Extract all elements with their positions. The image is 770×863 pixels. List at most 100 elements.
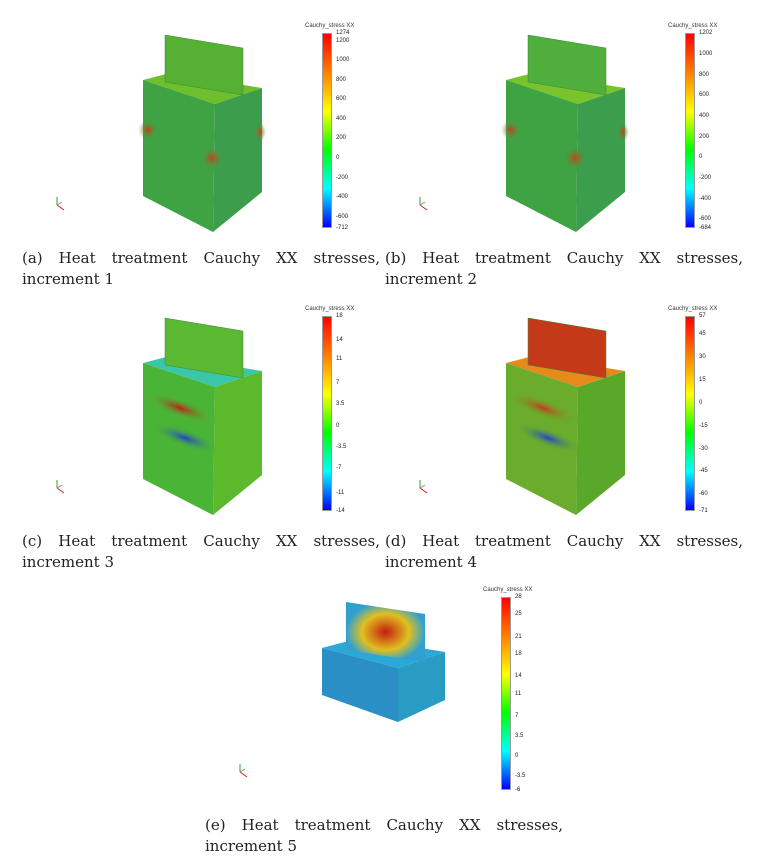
vertical-plate — [527, 34, 607, 96]
vertical-plate — [527, 317, 607, 379]
colorbar-tick-label: -45 — [699, 468, 708, 475]
colorbar-title: Cauchy_stress XX — [668, 23, 718, 29]
colorbar-tick-label: 200 — [336, 135, 347, 142]
colorbar — [501, 597, 511, 790]
colorbar-tick-label: 45 — [699, 331, 706, 338]
side-face — [398, 652, 445, 722]
colorbar-tick-label: -11 — [336, 489, 345, 496]
side-face — [213, 371, 262, 515]
colorbar-tick-label: 18 — [336, 313, 343, 319]
colorbar-title: Cauchy_stress XX — [668, 306, 718, 312]
hot-spot — [501, 120, 521, 140]
colorbar-tick-label: 25 — [515, 611, 522, 618]
caption-line: increment 4 — [385, 553, 478, 571]
colorbar-tick-label: -71 — [699, 508, 708, 514]
caption-line: increment 2 — [385, 270, 478, 288]
x-axis-line — [419, 487, 428, 494]
colorbar-tick-label: 3.5 — [515, 733, 524, 740]
hot-spot — [146, 393, 214, 423]
colorbar-tick-label: 28 — [515, 594, 522, 600]
colorbar — [685, 316, 695, 511]
colorbar-tick-label: 200 — [699, 133, 710, 140]
z-axis-line — [419, 201, 426, 206]
hot-spot — [509, 393, 577, 423]
z-axis-line — [419, 484, 426, 489]
x-axis-line — [239, 771, 248, 778]
front-face — [143, 80, 215, 232]
block-model — [138, 34, 266, 232]
colorbar-tick-label: -6 — [515, 787, 521, 793]
colorbar-tick-label: 0 — [699, 154, 703, 161]
colorbar-tick-label: -3.5 — [515, 772, 526, 779]
subfigure-caption: (a) Heat treatment Cauchy XX stresses, in… — [22, 248, 380, 290]
colorbar-tick-label: -7 — [336, 465, 342, 472]
colorbar-tick-label: -712 — [336, 225, 349, 231]
subfigure-caption: (c) Heat treatment Cauchy XX stresses, in… — [22, 531, 380, 573]
fem-render — [56, 34, 266, 232]
colorbar-tick-label: -600 — [699, 216, 712, 223]
z-axis-line — [239, 768, 246, 773]
caption-line: increment 5 — [205, 837, 298, 855]
colorbar-tick-label: -200 — [699, 174, 712, 181]
colorbar-tick-label: 11 — [515, 690, 522, 697]
hot-spot — [254, 122, 266, 142]
block-model — [322, 602, 445, 722]
colorbar-tick-label: 600 — [336, 96, 347, 103]
x-axis-line — [56, 487, 65, 494]
colorbar-tick-label: 800 — [699, 71, 710, 78]
colorbar-tick-label: 400 — [336, 115, 347, 122]
colorbar-tick-label: 18 — [515, 650, 522, 657]
colorbar-title: Cauchy_stress XX — [305, 306, 355, 312]
colorbar-tick-label: 1000 — [336, 56, 350, 63]
z-axis-line — [56, 484, 63, 489]
colorbar-tick-label: -30 — [699, 445, 708, 452]
colorbar-tick-label: 14 — [336, 337, 343, 344]
side-face — [576, 88, 625, 232]
cold-spot — [514, 423, 582, 453]
subfigure-caption: (b) Heat treatment Cauchy XX stresses, in… — [385, 248, 743, 290]
z-axis-line — [56, 201, 63, 206]
subfigure-caption: (e) Heat treatment Cauchy XX stresses, in… — [205, 815, 563, 857]
colorbar-tick-label: 0 — [515, 752, 519, 759]
vertical-plate — [164, 34, 244, 96]
colorbar-tick-label: 57 — [699, 313, 706, 319]
front-face — [322, 648, 398, 722]
caption-line: increment 3 — [22, 553, 115, 571]
block-model — [143, 317, 262, 515]
colorbar-title: Cauchy_stress XX — [483, 587, 533, 593]
colorbar-tick-label: -200 — [336, 174, 349, 181]
colorbar — [685, 33, 695, 228]
colorbar-tick-label: 1000 — [699, 50, 713, 57]
colorbar-tick-label: -400 — [336, 194, 349, 201]
subfigure-caption: (d) Heat treatment Cauchy XX stresses, in… — [385, 531, 743, 573]
colorbar-tick-label: 15 — [699, 376, 706, 383]
colorbar-tick-label: -60 — [699, 491, 708, 498]
colorbar-tick-label: 7 — [515, 713, 519, 720]
colorbar-tick-label: 1274 — [336, 30, 350, 36]
fem-render — [239, 602, 445, 778]
colorbar-tick-label: 0 — [336, 422, 340, 429]
caption-line: (e) Heat treatment Cauchy XX stresses, — [205, 816, 563, 834]
colorbar — [322, 316, 332, 511]
caption-line: (a) Heat treatment Cauchy XX stresses, — [22, 249, 380, 267]
x-axis-line — [56, 204, 65, 211]
colorbar-tick-label: 1202 — [699, 30, 713, 36]
hot-spot — [138, 120, 158, 140]
front-face — [506, 80, 578, 232]
colorbar-tick-label: -684 — [699, 225, 712, 231]
fem-render — [419, 34, 629, 232]
colorbar-tick-label: 800 — [336, 76, 347, 83]
colorbar-tick-label: 30 — [699, 354, 706, 361]
fem-render — [56, 317, 262, 515]
x-axis-line — [419, 204, 428, 211]
colorbar-tick-label: -400 — [699, 195, 712, 202]
caption-line: (c) Heat treatment Cauchy XX stresses, — [22, 532, 380, 550]
colorbar-title: Cauchy_stress XX — [305, 23, 355, 29]
hot-spot — [563, 146, 587, 170]
colorbar-tick-label: -15 — [699, 422, 708, 429]
colorbar-tick-label: -600 — [336, 214, 349, 220]
block-model — [506, 317, 625, 515]
hot-spot — [617, 122, 629, 142]
colorbar-tick-label: -14 — [336, 508, 345, 514]
caption-line: (d) Heat treatment Cauchy XX stresses, — [385, 532, 743, 550]
